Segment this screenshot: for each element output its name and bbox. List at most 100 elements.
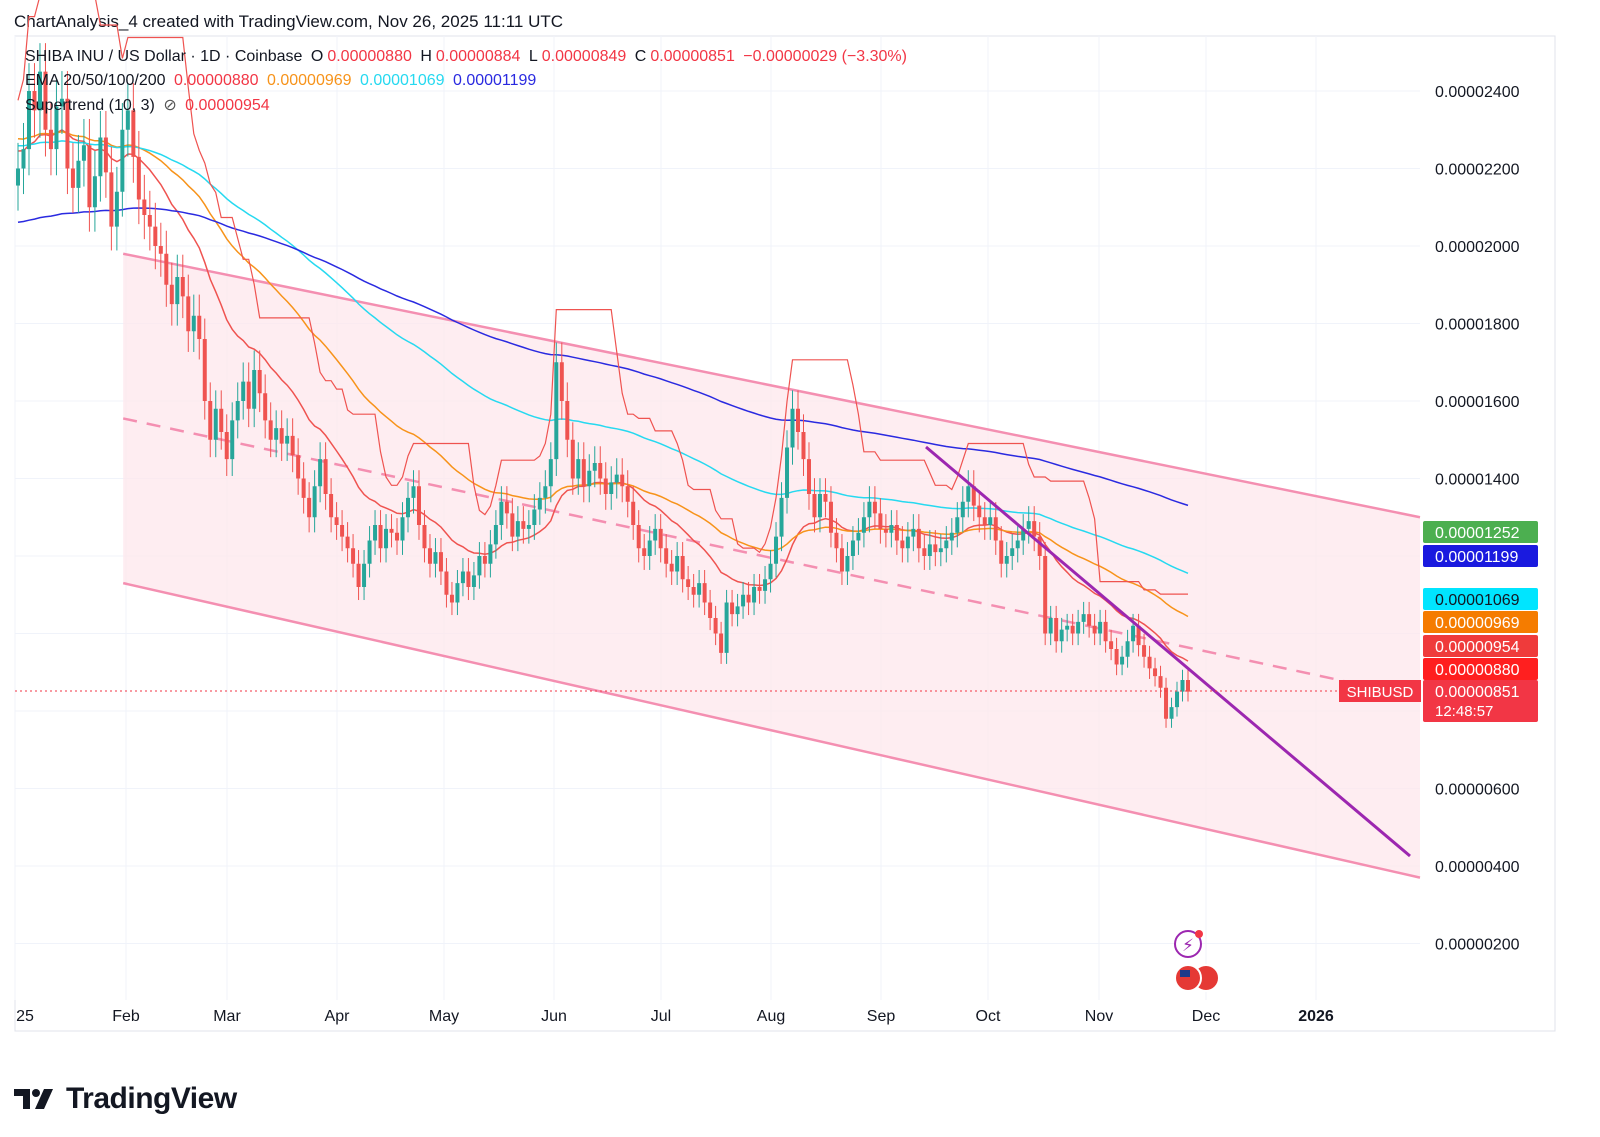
candle-body — [373, 525, 378, 541]
candle-body — [922, 548, 927, 556]
candle-body — [312, 486, 317, 518]
candle-body — [351, 548, 356, 564]
y-tick-label: 0.00000200 — [1435, 937, 1520, 954]
candle-body — [933, 544, 938, 553]
y-tick-label: 0.00001400 — [1435, 472, 1520, 489]
candle-body — [719, 633, 724, 653]
candle-body — [65, 98, 70, 169]
candle-body — [1054, 618, 1059, 642]
candle-body — [806, 459, 811, 494]
candle-body — [76, 160, 81, 188]
brand-name: TradingView — [66, 1082, 237, 1115]
tradingview-logo[interactable]: TradingView — [14, 1082, 237, 1116]
candle-body — [532, 509, 537, 525]
candle-body — [823, 494, 828, 502]
legend-l-label: L — [528, 48, 538, 65]
candle-body — [839, 548, 844, 572]
candle-body — [1092, 625, 1097, 634]
candle-body — [81, 145, 86, 161]
legend-symbol[interactable]: SHIBA INU / US Dollar · 1D · Coinbase — [25, 48, 303, 65]
y-tick-label: 0.00002400 — [1435, 84, 1520, 101]
candle-body — [949, 532, 954, 541]
candle-body — [422, 525, 427, 549]
candle-body — [763, 579, 768, 591]
channel-mid-line — [122, 417, 1421, 699]
candle-body — [1010, 548, 1015, 556]
price-label-value: 0.00000880 — [1435, 662, 1520, 679]
x-tick-label: Apr — [325, 1008, 351, 1025]
candle-body — [559, 362, 564, 401]
candle-body — [1186, 680, 1190, 692]
candle-body — [340, 525, 345, 537]
legend-ema[interactable]: EMA 20/50/100/200 0.00000880 0.00000969 … — [25, 72, 540, 90]
candle-body — [334, 517, 339, 525]
candle-body — [1015, 540, 1020, 549]
candle-body — [993, 517, 998, 541]
candle-body — [103, 137, 108, 173]
x-tick-label: Mar — [213, 1008, 241, 1025]
x-tick-label: Jun — [541, 1008, 567, 1025]
candle-body — [565, 401, 570, 440]
y-tick-label: 0.00000400 — [1435, 859, 1520, 876]
price-label-value: 0.00000954 — [1435, 639, 1520, 656]
ema50-value: 0.00000969 — [267, 72, 352, 89]
channel-upper-line — [122, 252, 1421, 519]
candle-body — [389, 528, 394, 533]
candle-body — [1120, 656, 1125, 665]
candle-body — [279, 428, 284, 444]
candle-body — [1131, 625, 1136, 642]
candle-body — [1076, 621, 1081, 634]
candle-body — [905, 536, 910, 549]
legend-c-label: C — [634, 48, 647, 65]
candle-body — [37, 71, 42, 111]
candle-body — [268, 420, 273, 440]
event-icons[interactable]: ⚡ — [1174, 930, 1220, 992]
x-tick-label: Aug — [757, 1008, 785, 1025]
candle-body — [493, 525, 498, 545]
candle-body — [224, 432, 229, 460]
candle-body — [576, 459, 581, 479]
candle-body — [1175, 691, 1180, 708]
ema-label: EMA 20/50/100/200 — [25, 72, 166, 89]
candle-body — [16, 168, 20, 186]
candle-body — [1070, 625, 1075, 634]
candle-body — [449, 594, 454, 603]
candle-body — [1180, 680, 1185, 692]
price-label-box — [1423, 611, 1538, 633]
candle-body — [955, 517, 960, 533]
candle-body — [779, 497, 784, 537]
candle-body — [669, 563, 674, 572]
candle-body — [1147, 656, 1152, 669]
candle-body — [850, 540, 855, 556]
hidden-icon[interactable]: ⊘ — [163, 97, 177, 114]
candle-body — [817, 494, 822, 518]
candle-body — [98, 137, 103, 177]
candle-body — [796, 408, 800, 432]
y-tick-label: 0.00002000 — [1435, 239, 1520, 256]
candle-body — [433, 552, 438, 564]
ema20-value: 0.00000880 — [174, 72, 259, 89]
candle-body — [460, 571, 465, 584]
supertrend-value: 0.00000954 — [185, 97, 270, 114]
candle-body — [499, 501, 504, 525]
legend-supertrend[interactable]: Supertrend (10, 3) ⊘ 0.00000954 — [25, 95, 274, 115]
candle-body — [1158, 676, 1163, 688]
candle-body — [219, 408, 224, 432]
candle-body — [702, 583, 707, 603]
candle-body — [1109, 641, 1114, 649]
candle-body — [504, 501, 509, 514]
candle-body — [1043, 556, 1048, 634]
candle-body — [785, 447, 790, 498]
candle-body — [296, 455, 301, 479]
candle-body — [488, 544, 493, 564]
candle-body — [48, 129, 53, 150]
candle-body — [208, 401, 213, 440]
last-price-value: 0.00000851 — [1435, 684, 1520, 701]
descending-trendline — [925, 445, 1411, 858]
chart-caption: ChartAnalysis_4 created with TradingView… — [14, 12, 564, 31]
candle-body — [548, 459, 553, 487]
legend-o: 0.00000880 — [327, 48, 412, 65]
candle-body — [92, 176, 97, 208]
candle-body — [395, 532, 400, 541]
